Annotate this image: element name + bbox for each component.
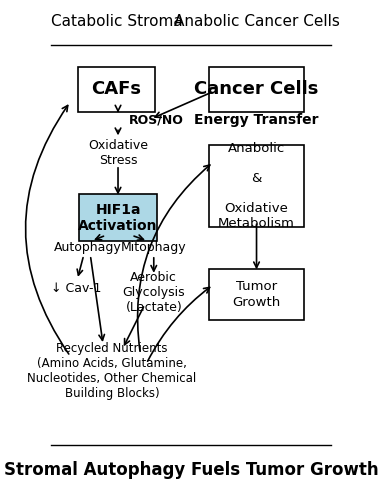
Text: ROS/NO: ROS/NO <box>128 114 183 127</box>
FancyBboxPatch shape <box>209 145 304 226</box>
Text: Anabolic Cancer Cells: Anabolic Cancer Cells <box>173 14 340 29</box>
Text: Oxidative
Stress: Oxidative Stress <box>88 138 148 166</box>
FancyBboxPatch shape <box>79 194 157 242</box>
Text: Aerobic
Glycolysis
(Lactate): Aerobic Glycolysis (Lactate) <box>123 270 185 314</box>
Text: HIF1a
Activation: HIF1a Activation <box>78 203 158 233</box>
Text: Autophagy: Autophagy <box>54 241 122 254</box>
Text: ↓ Cav-1: ↓ Cav-1 <box>51 282 102 295</box>
FancyBboxPatch shape <box>209 268 304 320</box>
Text: Stromal Autophagy Fuels Tumor Growth: Stromal Autophagy Fuels Tumor Growth <box>4 461 378 479</box>
FancyBboxPatch shape <box>209 66 304 112</box>
Text: Anabolic

&

Oxidative
Metabolism: Anabolic & Oxidative Metabolism <box>218 142 295 230</box>
Text: Tumor
Growth: Tumor Growth <box>232 280 281 308</box>
FancyBboxPatch shape <box>78 66 155 112</box>
Text: CAFs: CAFs <box>92 80 142 98</box>
Text: Energy Transfer: Energy Transfer <box>194 114 319 128</box>
Text: Cancer Cells: Cancer Cells <box>194 80 319 98</box>
Text: Mitophagy: Mitophagy <box>121 241 186 254</box>
Text: Catabolic Stroma: Catabolic Stroma <box>51 14 183 29</box>
Text: Recycled Nutrients
(Amino Acids, Glutamine,
Nucleotides, Other Chemical
Building: Recycled Nutrients (Amino Acids, Glutami… <box>28 342 197 400</box>
